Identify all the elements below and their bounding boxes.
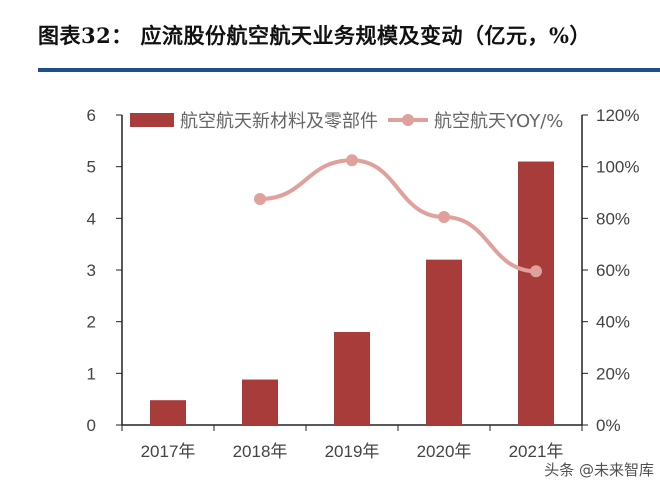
title-rule [38,68,660,72]
bar-2020年 [426,259,462,425]
legend-bar-swatch [130,113,174,127]
yoy-point [254,192,266,205]
x-tick-label: 2020年 [417,442,472,461]
right-tick-label: 20% [596,364,630,383]
left-tick-label: 5 [87,158,96,177]
bar-2018年 [242,379,278,425]
legend-bar-label: 航空航天新材料及零部件 [180,111,378,132]
x-tick-label: 2017年 [141,442,196,461]
legend-line-marker [402,114,414,126]
yoy-line [259,158,537,274]
bar-2017年 [150,400,186,425]
right-tick-label: 40% [596,313,630,332]
right-tick-label: 80% [596,209,630,228]
x-tick-label: 2021年 [509,442,564,461]
yoy-point [530,265,542,278]
legend-line-label: 航空航天YOY/% [434,111,563,132]
left-tick-label: 0 [87,416,96,435]
left-tick-label: 6 [87,106,96,125]
left-tick-label: 3 [87,261,96,280]
x-tick-label: 2018年 [233,442,288,461]
right-tick-label: 60% [596,261,630,280]
x-tick-label: 2019年 [325,442,380,461]
right-tick-label: 100% [596,158,639,177]
left-tick-label: 1 [87,364,96,383]
right-tick-label: 0% [596,416,621,435]
watermark: 头条 @未来智库 [544,461,654,479]
right-tick-label: 120% [596,106,639,125]
bar-2019年 [334,332,370,425]
left-tick-label: 2 [87,313,96,332]
chart-title: 图表32： 应流股份航空航天业务规模及变动（亿元，%） [38,23,591,48]
bar-2021年 [518,161,554,425]
yoy-point [438,211,450,224]
yoy-point [346,154,358,167]
left-tick-label: 4 [87,209,96,228]
